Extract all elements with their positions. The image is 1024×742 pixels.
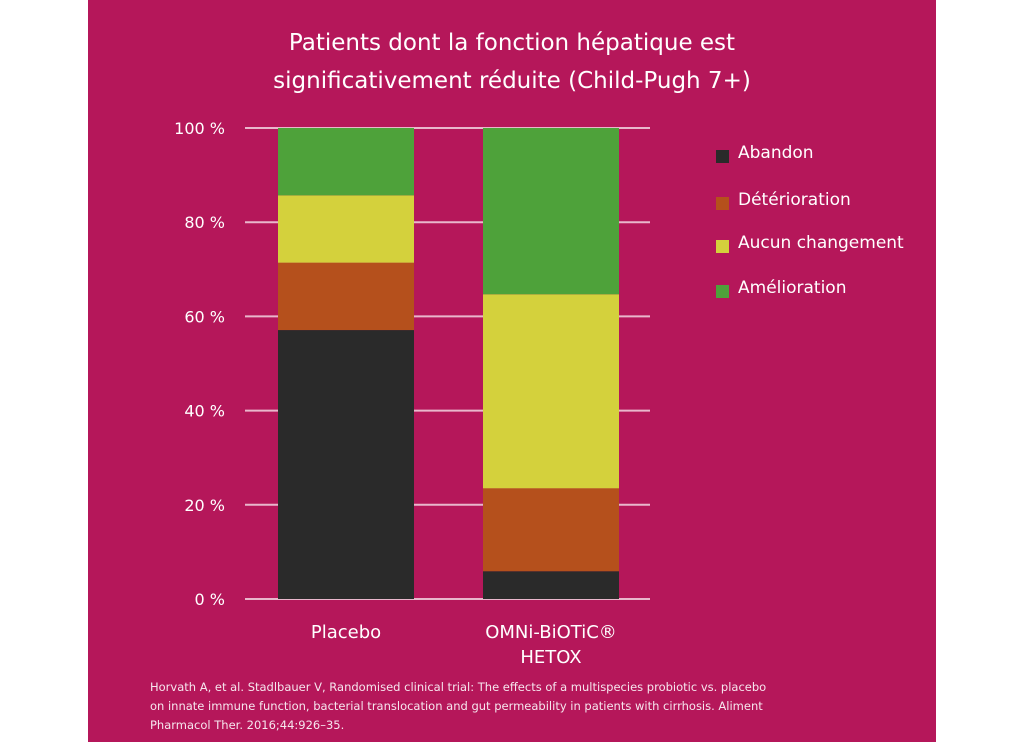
citation: Horvath A, et al. Stadlbauer V, Randomis… bbox=[150, 680, 767, 732]
x-tick-label: OMNi-BiOTiC® bbox=[485, 622, 617, 643]
legend-item: Amélioration bbox=[716, 278, 846, 298]
legend-item: Détérioration bbox=[716, 190, 851, 210]
bar-segment-d-t-rioration bbox=[278, 262, 414, 331]
y-tick-label: 40 % bbox=[184, 402, 225, 421]
legend-label: Aucun changement bbox=[738, 233, 904, 253]
bar-segment-am-lioration bbox=[278, 128, 414, 196]
y-tick-label: 0 % bbox=[195, 590, 225, 609]
bar-segment-abandon bbox=[483, 571, 619, 599]
legend-item: Aucun changement bbox=[716, 233, 904, 253]
legend-item: Abandon bbox=[716, 143, 814, 163]
y-tick-label: 20 % bbox=[184, 496, 225, 515]
legend-swatch bbox=[716, 196, 729, 210]
legend-label: Abandon bbox=[738, 143, 814, 163]
y-tick-label: 100 % bbox=[174, 119, 225, 138]
x-tick-label: HETOX bbox=[520, 647, 581, 668]
bar-segment-abandon bbox=[278, 330, 414, 599]
bar-segment-am-lioration bbox=[483, 128, 619, 295]
legend-label: Amélioration bbox=[738, 278, 847, 298]
y-tick-label: 60 % bbox=[184, 307, 225, 326]
x-tick-label: Placebo bbox=[311, 622, 381, 643]
bar-segment-d-t-rioration bbox=[483, 488, 619, 572]
legend-swatch bbox=[716, 284, 729, 298]
y-tick-label: 80 % bbox=[184, 213, 225, 232]
bar-segment-aucun-changement bbox=[278, 195, 414, 263]
chart-title: Patients dont la fonction hépatique est … bbox=[88, 24, 936, 100]
title-line-2: significativement réduite (Child-Pugh 7+… bbox=[273, 68, 751, 94]
title-line-1: Patients dont la fonction hépatique est bbox=[288, 30, 736, 56]
bar-segment-aucun-changement bbox=[483, 294, 619, 489]
legend-label: Détérioration bbox=[738, 190, 851, 210]
legend-swatch bbox=[716, 239, 729, 253]
legend-swatch bbox=[716, 149, 729, 163]
